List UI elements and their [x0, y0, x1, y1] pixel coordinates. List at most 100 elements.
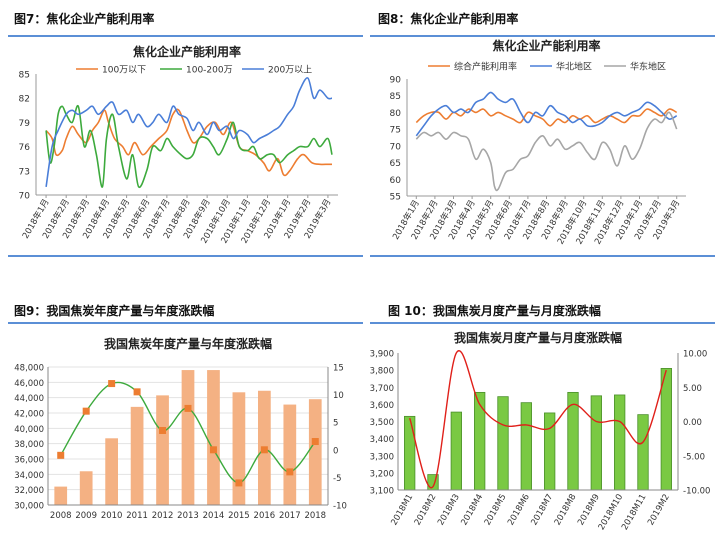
c10-bar-3	[474, 391, 486, 491]
c7-ytick-0: 70	[19, 192, 31, 202]
c10-ytick-left-7: 3,800	[370, 367, 394, 377]
panel-9-label: 图9：我国焦炭年度产量与年度涨跌幅	[14, 304, 215, 318]
c10-bar-2	[450, 411, 462, 491]
c9-ytick-left-6: 42,000	[14, 410, 44, 420]
c10-xtick-8: 2018M9	[576, 493, 602, 528]
panel-8-rule	[370, 35, 715, 37]
c9-xtick-7: 2015	[228, 511, 250, 521]
c9-ytick-right-1: -5	[333, 474, 341, 484]
c10-ytick-right-2: 0.00	[683, 418, 702, 428]
c9-bar-1	[79, 471, 93, 505]
panel-10-rule	[370, 322, 715, 324]
c9-ytick-left-8: 46,000	[14, 379, 44, 389]
c10-bar-0	[404, 415, 416, 491]
c9-xtick-5: 2013	[177, 511, 199, 521]
c10-change-line	[409, 350, 667, 489]
c9-ytick-right-0: -10	[333, 502, 347, 512]
c7-ytick-3: 79	[19, 119, 31, 129]
c10-bar-9	[614, 394, 626, 491]
c10-xtick-7: 2018M8	[553, 493, 579, 528]
c8-ytick-5: 80	[390, 109, 402, 119]
c8-ytick-7: 90	[390, 76, 402, 86]
c7-ytick-5: 85	[19, 71, 30, 81]
c8-legend-label-0: 综合产能利用率	[454, 61, 517, 73]
c7-ytick-1: 73	[19, 167, 30, 177]
c9-bar-4	[156, 395, 169, 505]
c10-xtick-6: 2018M7	[529, 493, 555, 528]
c10-ytick-right-1: -5.00	[683, 452, 705, 462]
c10-xtick-3: 2018M4	[459, 492, 485, 527]
c10-xtick-11: 2019M2	[646, 493, 672, 528]
c7-series-0	[45, 108, 332, 177]
c10-xtick-4: 2018M5	[483, 493, 509, 528]
c9-change-marker-6	[209, 446, 217, 454]
c10-bar-10	[637, 414, 649, 491]
c9-change-marker-7	[235, 479, 243, 487]
c10-title: 我国焦炭月度产量与月度涨跌幅	[454, 330, 622, 345]
c10-bar-4	[497, 396, 509, 491]
c9-xtick-0: 2008	[50, 511, 72, 521]
c9-bar-5	[181, 370, 195, 505]
c8-series-2	[415, 111, 678, 192]
c9-ytick-right-2: 0	[333, 446, 338, 456]
c10-ytick-left-5: 3,600	[370, 401, 394, 411]
c9-xtick-2: 2010	[101, 511, 123, 521]
c9-ytick-left-2: 34,000	[14, 471, 44, 481]
c9-ytick-left-7: 44,000	[14, 394, 44, 404]
c8-ytick-2: 65	[390, 159, 401, 169]
c9-ytick-left-1: 32,000	[14, 486, 44, 496]
c10-ytick-left-0: 3,100	[370, 487, 394, 497]
c7-ytick-2: 76	[19, 143, 31, 153]
c9-ytick-left-4: 38,000	[14, 440, 44, 450]
c10-ytick-right-0: -10.00	[683, 487, 710, 497]
panel-7-label: 图7：焦化企业产能利用率	[14, 12, 155, 26]
c7-title: 焦化企业产能利用率	[132, 44, 241, 59]
c10-bar-6	[544, 412, 556, 491]
c9-ytick-left-3: 36,000	[14, 456, 44, 466]
c10-bar-8	[590, 395, 602, 491]
panel-8-bottom-rule	[370, 255, 715, 257]
c10-xtick-2: 2018M3	[436, 493, 462, 528]
c9-bar-6	[207, 370, 220, 505]
c9-bar-9	[283, 404, 297, 505]
c9-bar-3	[130, 406, 144, 505]
c7-legend-label-2: 200万以上	[268, 65, 312, 76]
c9-bar-0	[54, 486, 68, 505]
c9-xtick-8: 2016	[254, 511, 276, 521]
c7-series-2	[45, 77, 333, 188]
panel-7-bottom-rule	[8, 255, 363, 257]
c7-ytick-4: 82	[19, 95, 30, 105]
c10-ytick-left-2: 3,300	[370, 452, 394, 462]
c10-ytick-left-6: 3,700	[370, 384, 394, 394]
c10-ytick-right-4: 10.00	[683, 350, 707, 360]
panel-8-label: 图8：焦化企业产能利用率	[378, 12, 519, 26]
c9-xtick-10: 2018	[304, 511, 326, 521]
c8-ytick-1: 60	[390, 176, 402, 186]
c8-ytick-3: 70	[390, 142, 402, 152]
c9-ytick-right-4: 10	[333, 391, 344, 401]
c9-bar-2	[105, 438, 118, 505]
c9-xtick-3: 2011	[126, 511, 148, 521]
panel-9-rule	[8, 322, 363, 324]
c9-title: 我国焦炭年度产量与年度涨跌幅	[104, 336, 272, 351]
c10-xtick-5: 2018M6	[506, 493, 532, 528]
c9-change-marker-2	[108, 380, 116, 388]
c7-legend-label-1: 100-200万	[186, 66, 233, 76]
c9-xtick-9: 2017	[279, 511, 301, 521]
c8-legend-label-2: 华东地区	[630, 61, 666, 73]
c9-change-marker-0	[57, 451, 65, 459]
c9-ytick-right-3: 5	[333, 419, 338, 429]
c8-legend-label-1: 华北地区	[556, 61, 592, 73]
c9-bar-10	[308, 399, 322, 505]
c8-ytick-4: 75	[390, 126, 401, 136]
c9-change-marker-10	[311, 438, 319, 446]
c9-ytick-left-9: 48,000	[14, 364, 44, 374]
c9-change-marker-3	[133, 388, 141, 396]
c9-ytick-right-5: 15	[333, 364, 344, 374]
c8-ytick-0: 55	[390, 193, 401, 203]
c10-ytick-left-4: 3,500	[370, 418, 394, 428]
c9-change-marker-4	[159, 426, 167, 434]
c10-ytick-right-3: 5.00	[683, 384, 702, 394]
c9-xtick-1: 2009	[75, 511, 97, 521]
